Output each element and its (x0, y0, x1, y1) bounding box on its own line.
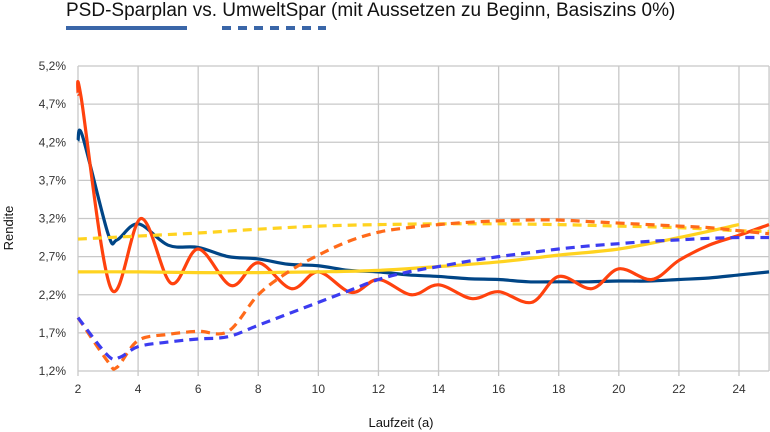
x-tick-label: 22 (672, 382, 686, 396)
chart-title: PSD-Sparplan vs. UmweltSpar (mit Aussetz… (66, 0, 676, 30)
y-tick-label: 4,7% (39, 97, 67, 111)
y-tick-label: 2,7% (39, 250, 67, 264)
series-line-umweltspar-a (76, 235, 770, 362)
x-tick-label: 18 (552, 382, 566, 396)
series-line-psd-sparplan-a (76, 128, 770, 284)
x-tick-label: 14 (432, 382, 446, 396)
x-tick-label: 4 (135, 382, 142, 396)
y-axis-label: Rendite (1, 206, 16, 251)
x-tick-label: 6 (195, 382, 202, 396)
legend-solid-line (66, 26, 188, 30)
y-tick-label: 1,7% (39, 326, 67, 340)
title-subtitle: (mit Aussetzen zu Beginn, Basiszins 0%) (325, 0, 676, 21)
y-tick-label: 3,7% (39, 173, 67, 187)
y-tick-label: 2,2% (39, 288, 67, 302)
x-tick-label: 24 (732, 382, 746, 396)
title-umweltspar-text: UmweltSpar (222, 0, 326, 21)
x-tick-label: 10 (312, 382, 326, 396)
grid (77, 65, 770, 376)
series-group (76, 79, 770, 371)
tick-labels: 1,2%1,7%2,2%2,7%3,2%3,7%4,2%4,7%5,2%2 4 6 8… (39, 59, 746, 396)
y-tick-label: 1,2% (39, 364, 67, 378)
x-tick-label: 8 (255, 382, 262, 396)
y-tick-label: 4,2% (39, 135, 67, 149)
y-tick-label: 5,2% (39, 59, 67, 73)
x-axis-label: Laufzeit (a) (368, 415, 433, 430)
x-tick-label: 20 (612, 382, 626, 396)
title-umweltspar: UmweltSpar (222, 0, 326, 30)
series-line-umweltspar-b (76, 218, 770, 371)
y-tick-label: 3,2% (39, 212, 67, 226)
x-tick-label: 16 (492, 382, 506, 396)
series-line-psd-sparplan-b (76, 79, 770, 305)
series-line-psd-sparplan-c (77, 223, 740, 275)
x-tick-label: 2 (75, 382, 82, 396)
title-vs: vs. (187, 0, 223, 21)
title-psd: PSD-Sparplan (66, 0, 188, 30)
legend-dashed-line (222, 26, 326, 30)
title-psd-text: PSD-Sparplan (66, 0, 188, 21)
x-tick-label: 12 (372, 382, 386, 396)
